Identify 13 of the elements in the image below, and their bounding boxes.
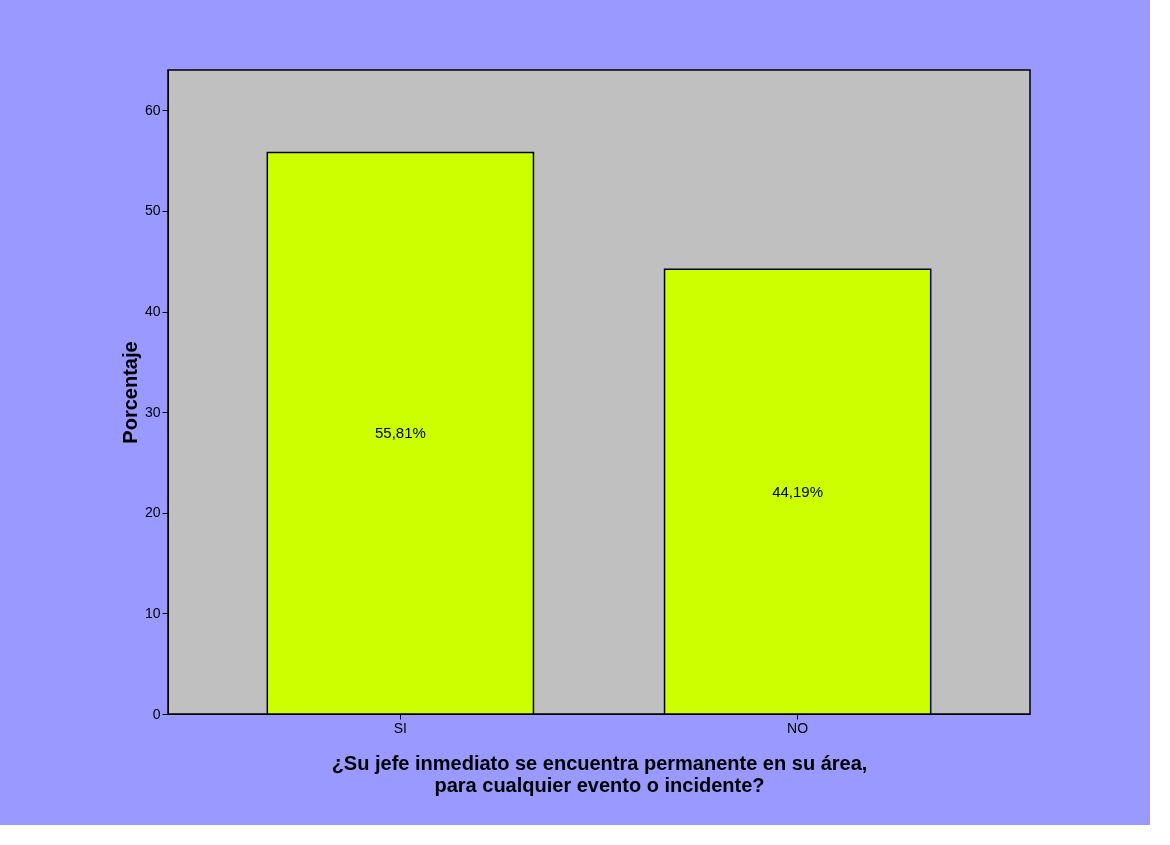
x-tick-label: SI	[393, 719, 407, 736]
x-axis-title: ¿Su jefe inmediato se encuentra permanente en su área, para cualquier evento o incidente?	[331, 751, 868, 796]
x-tick-label: NO	[787, 719, 809, 736]
y-axis-title: Porcentaje	[118, 341, 141, 444]
y-tick-label: 0	[152, 705, 161, 722]
y-tick-label: 10	[144, 604, 161, 621]
y-tick-label: 50	[144, 202, 161, 219]
y-tick-label: 20	[144, 504, 161, 521]
y-tick-label: 40	[144, 303, 161, 319]
data-label: 44,19%	[772, 482, 824, 500]
y-tick-label: 60	[144, 101, 161, 118]
y-tick-label: 30	[144, 403, 161, 420]
data-label: 55,81%	[374, 424, 426, 442]
